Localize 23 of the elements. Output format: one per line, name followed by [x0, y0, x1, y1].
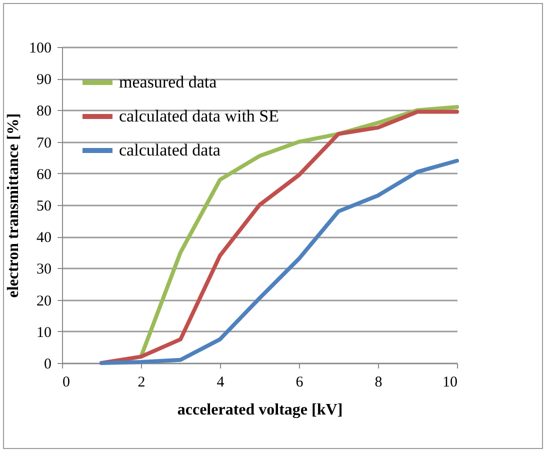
- y-tick-label: 100: [29, 40, 52, 56]
- legend-label: measured data: [119, 72, 218, 92]
- legend-label: calculated data: [119, 140, 221, 160]
- x-tick-label: 6: [296, 374, 304, 390]
- y-tick-label: 0: [44, 356, 52, 372]
- y-tick-label: 70: [36, 135, 52, 152]
- line-series: [100, 158, 459, 365]
- y-tick-label: 90: [36, 72, 52, 88]
- y-tick-label: 50: [36, 198, 52, 214]
- x-tick-label: 8: [374, 374, 382, 390]
- x-axis-title: accelerated voltage [kV]: [177, 402, 343, 418]
- x-tick-label: 2: [138, 374, 146, 390]
- x-tick-label: 0: [62, 374, 70, 390]
- x-tick-label: 10: [442, 374, 458, 390]
- y-tick-label: 40: [36, 230, 52, 246]
- legend-label: calculated data with SE: [119, 106, 280, 126]
- y-tick-label: 80: [36, 104, 52, 120]
- y-tick-label: 20: [36, 293, 52, 310]
- y-tick-label: 60: [36, 166, 52, 183]
- y-tick-label: 30: [36, 262, 52, 278]
- x-tick-label: 4: [216, 374, 225, 390]
- y-tick-label: 10: [36, 324, 52, 341]
- y-axis-title: electron transmittance [%]: [5, 113, 22, 298]
